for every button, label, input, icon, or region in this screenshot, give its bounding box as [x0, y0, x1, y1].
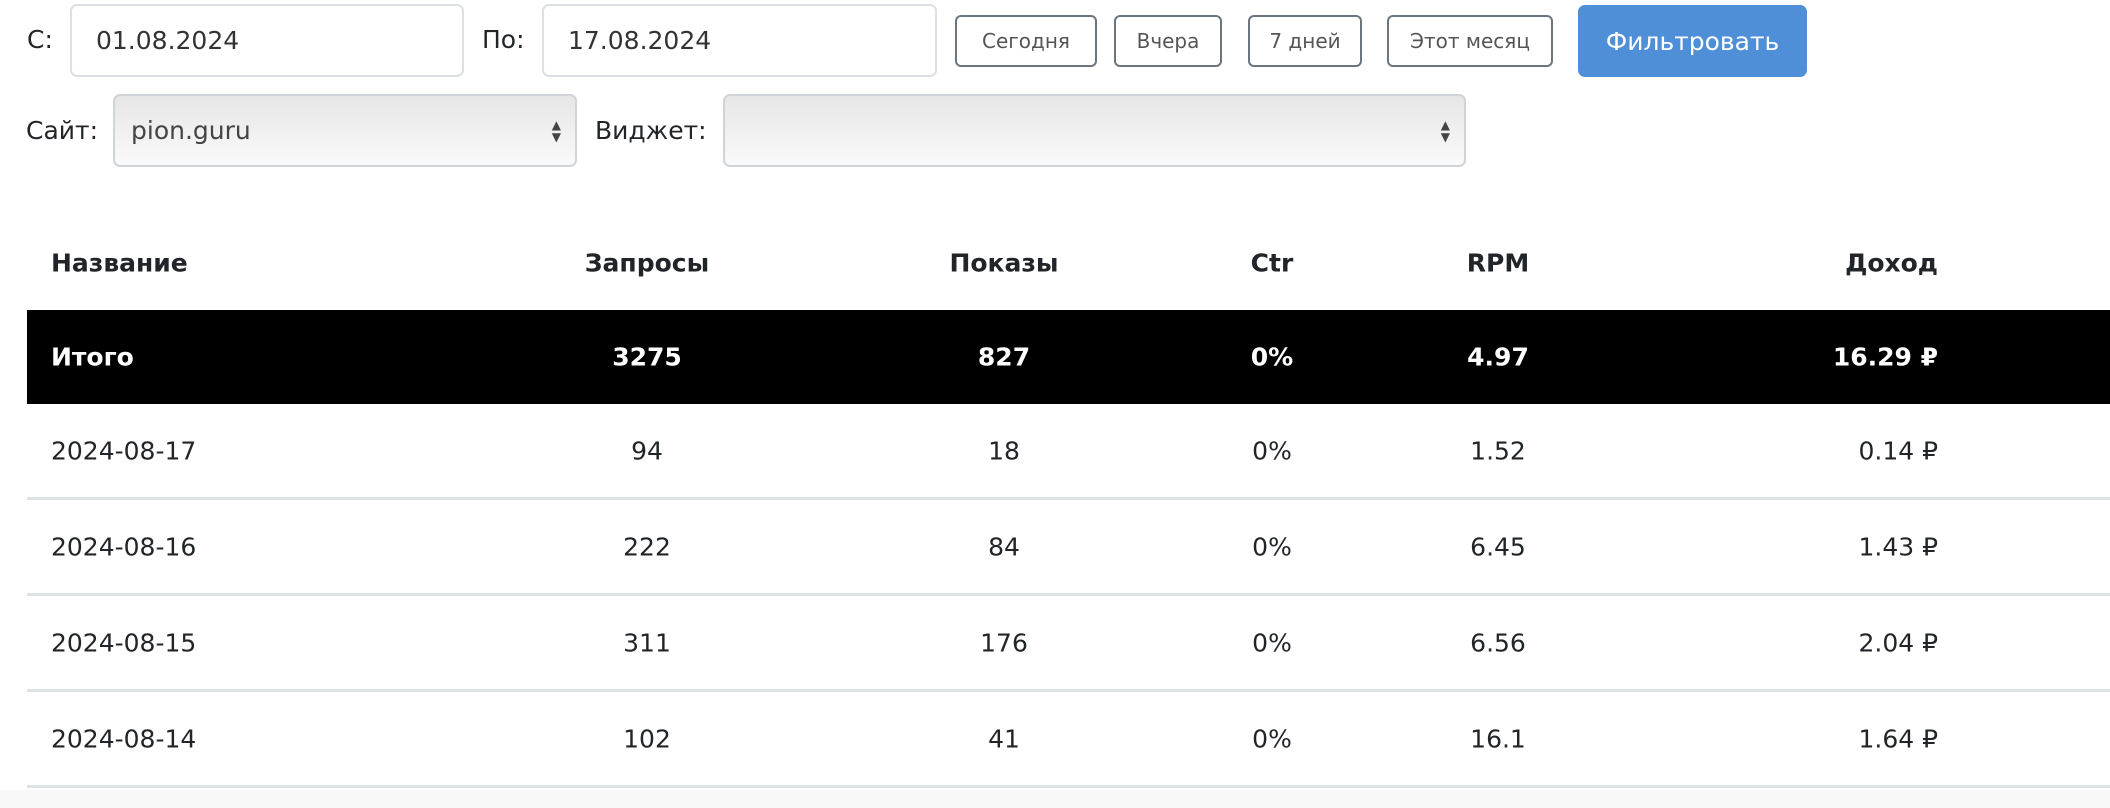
- cell-requests: 311: [623, 628, 671, 657]
- page-footer-area: [0, 790, 2110, 808]
- cell-impressions: 827: [977, 342, 1031, 372]
- yesterday-button[interactable]: Вчера: [1114, 15, 1222, 67]
- cell-impressions: 41: [988, 724, 1020, 753]
- cell-impressions: 18: [988, 436, 1020, 465]
- cell-requests: 102: [623, 724, 671, 753]
- cell-rpm: 6.56: [1470, 628, 1526, 657]
- cell-revenue: 1.64 ₽: [1858, 724, 1938, 753]
- today-button[interactable]: Сегодня: [955, 15, 1097, 67]
- to-date-input[interactable]: 17.08.2024: [542, 4, 937, 77]
- widget-label: Виджет:: [595, 116, 707, 145]
- column-header-revenue[interactable]: Доход: [1845, 248, 1938, 277]
- cell-name: 2024-08-15: [51, 628, 197, 657]
- from-date-input[interactable]: 01.08.2024: [70, 4, 464, 77]
- cell-name: Итого: [51, 342, 134, 372]
- cell-name: 2024-08-16: [51, 532, 197, 561]
- widget-select[interactable]: ▲ ▼: [723, 94, 1466, 167]
- select-arrows-icon: ▲ ▼: [1440, 117, 1450, 144]
- 7-days-button[interactable]: 7 дней: [1248, 15, 1362, 67]
- table-header: Название Запросы Показы Ctr RPM Доход: [27, 225, 2110, 300]
- cell-rpm: 16.1: [1470, 724, 1526, 753]
- column-header-name[interactable]: Название: [51, 248, 188, 277]
- this-month-button[interactable]: Этот месяц: [1387, 15, 1553, 67]
- cell-requests: 94: [631, 436, 663, 465]
- cell-revenue: 1.43 ₽: [1858, 532, 1938, 561]
- cell-name: 2024-08-14: [51, 724, 197, 753]
- cell-revenue: 2.04 ₽: [1858, 628, 1938, 657]
- cell-ctr: 0%: [1252, 532, 1292, 561]
- to-label: По:: [482, 25, 525, 54]
- cell-ctr: 0%: [1250, 342, 1294, 372]
- cell-requests: 222: [623, 532, 671, 561]
- site-select[interactable]: pion.guru ▲ ▼: [113, 94, 577, 167]
- cell-revenue: 0.14 ₽: [1858, 436, 1938, 465]
- column-header-requests[interactable]: Запросы: [584, 248, 710, 277]
- column-header-impressions[interactable]: Показы: [949, 248, 1059, 277]
- table-row: 2024-08-17 94 18 0% 1.52 0.14 ₽: [27, 404, 2110, 500]
- filter-button[interactable]: Фильтровать: [1578, 5, 1807, 77]
- cell-requests: 3275: [612, 342, 682, 372]
- column-header-ctr[interactable]: Ctr: [1250, 248, 1294, 277]
- cell-rpm: 4.97: [1467, 342, 1529, 372]
- cell-impressions: 176: [980, 628, 1028, 657]
- total-row: Итого 3275 827 0% 4.97 16.29 ₽: [27, 310, 2110, 404]
- select-arrows-icon: ▲ ▼: [551, 117, 561, 144]
- column-header-rpm[interactable]: RPM: [1466, 248, 1530, 277]
- table-row: 2024-08-16 222 84 0% 6.45 1.43 ₽: [27, 500, 2110, 596]
- table-row: 2024-08-14 102 41 0% 16.1 1.64 ₽: [27, 692, 2110, 788]
- site-label: Сайт:: [26, 116, 99, 145]
- cell-ctr: 0%: [1252, 628, 1292, 657]
- cell-ctr: 0%: [1252, 724, 1292, 753]
- cell-rpm: 6.45: [1470, 532, 1526, 561]
- from-label: С:: [27, 25, 53, 54]
- site-select-value: pion.guru: [131, 116, 251, 145]
- cell-impressions: 84: [988, 532, 1020, 561]
- cell-revenue: 16.29 ₽: [1832, 342, 1938, 372]
- cell-name: 2024-08-17: [51, 436, 197, 465]
- cell-rpm: 1.52: [1470, 436, 1526, 465]
- cell-ctr: 0%: [1252, 436, 1292, 465]
- table-row: 2024-08-15 311 176 0% 6.56 2.04 ₽: [27, 596, 2110, 692]
